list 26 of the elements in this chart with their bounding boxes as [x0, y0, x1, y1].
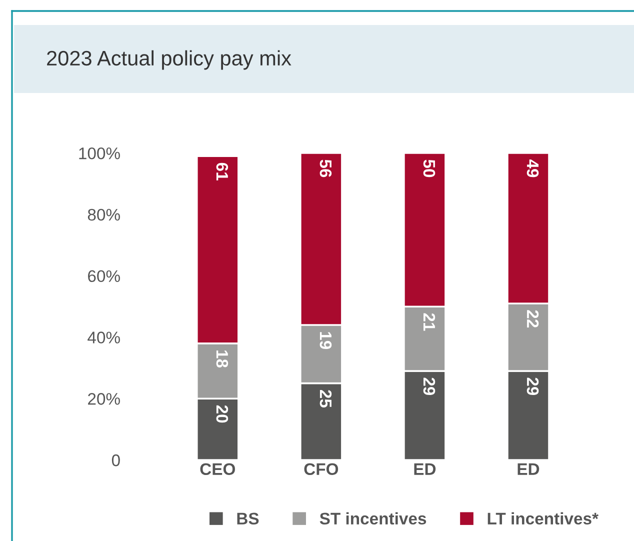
legend-label: ST incentives	[320, 512, 426, 525]
data-label: 56	[320, 160, 332, 178]
y-tick-label: 100%	[79, 147, 120, 160]
chart-title: 2023 Actual policy pay mix	[47, 50, 292, 70]
data-label: 61	[216, 162, 228, 180]
y-tick-label: 80%	[88, 208, 120, 221]
x-tick-label: CEO	[200, 463, 236, 476]
data-label: 21	[424, 313, 436, 331]
data-label: 20	[216, 405, 228, 423]
y-tick-label: 20%	[88, 393, 120, 405]
legend-label: BS	[237, 512, 259, 525]
y-tick-label: 60%	[88, 270, 120, 282]
x-tick-label: ED	[518, 463, 540, 475]
data-label: 49	[526, 159, 539, 178]
data-label: 29	[526, 378, 539, 396]
data-label: 19	[320, 332, 332, 350]
data-label: 18	[216, 350, 228, 368]
y-tick-label: 0	[112, 454, 120, 466]
x-tick-label: ED	[414, 463, 436, 475]
data-label: 29	[423, 378, 436, 396]
data-label: 22	[527, 310, 539, 328]
data-label: 25	[320, 390, 332, 408]
legend-label: LT incentives*	[488, 512, 598, 525]
data-label: 50	[423, 160, 436, 178]
y-tick-label: 40%	[88, 332, 120, 344]
x-tick-label: CFO	[304, 463, 338, 476]
